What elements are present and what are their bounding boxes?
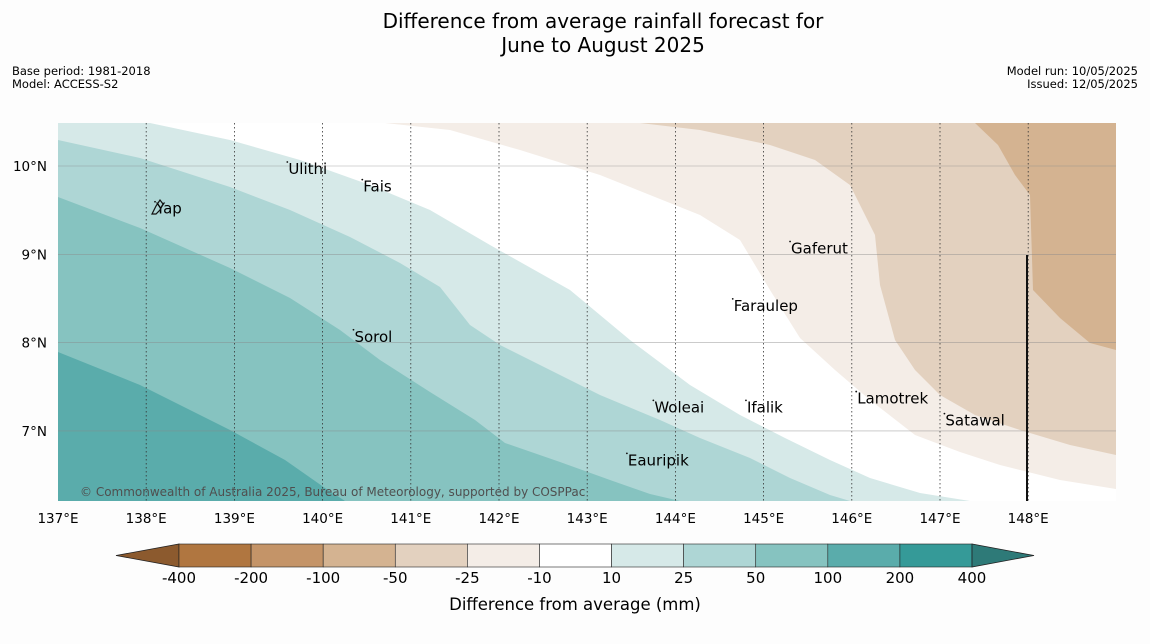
lon-tick-label: 138°E xyxy=(126,511,167,527)
colorbar-tick-label: 25 xyxy=(674,569,693,587)
copyright-credit: © Commonwealth of Australia 2025, Bureau… xyxy=(80,485,585,499)
colorbar: -400 -200 -100 -50 -25 -10 10 25 50 100 200 400 xyxy=(115,543,1035,587)
place-dot xyxy=(286,161,289,163)
colorbar-segment xyxy=(611,543,684,568)
map-plot-area: Ulithi Fais Yap Gaferut Faraulep Sorol Lamotre… xyxy=(58,123,1116,501)
colorbar-extend-low xyxy=(115,543,180,568)
place-label: Fais xyxy=(363,178,392,196)
place-dot xyxy=(625,452,628,455)
colorbar-tick-label: -10 xyxy=(527,569,552,587)
lon-tick-label: 141°E xyxy=(390,511,431,527)
place-dot xyxy=(154,200,156,203)
colorbar-segment xyxy=(250,543,324,568)
colorbar-tick-label: -50 xyxy=(383,569,408,587)
colorbar-segment xyxy=(178,543,252,568)
colorbar-tick-label: -25 xyxy=(455,569,480,587)
place-dot xyxy=(352,328,355,331)
lat-tick-label: 9°N xyxy=(22,247,47,263)
meta-right: Model run: 10/05/2025 Issued: 12/05/2025 xyxy=(1007,65,1138,91)
lon-tick-label: 146°E xyxy=(831,511,872,527)
place-dot xyxy=(731,297,734,300)
colorbar-segment xyxy=(322,543,396,568)
meta-left: Base period: 1981-2018 Model: ACCESS-S2 xyxy=(12,65,151,91)
base-period: Base period: 1981-2018 xyxy=(12,64,151,78)
lon-tick-labels: 137°E 138°E 139°E 140°E 141°E 142°E 143°E 144°E… xyxy=(37,511,1048,527)
colorbar-tick-label: -400 xyxy=(162,569,196,587)
place-dot xyxy=(943,412,946,415)
lon-tick-label: 139°E xyxy=(214,511,255,527)
colorbar-tick-label: 200 xyxy=(886,569,915,587)
title-line-2: June to August 2025 xyxy=(501,33,705,57)
colorbar-tick-label: -100 xyxy=(306,569,340,587)
colorbar-tick-label: -200 xyxy=(234,569,268,587)
grid-meridians xyxy=(145,123,1029,501)
lon-tick-label: 144°E xyxy=(655,511,696,527)
place-label: Satawal xyxy=(945,412,1004,430)
colorbar-segment xyxy=(683,543,757,568)
colorbar-tick-label: 100 xyxy=(813,569,842,587)
place-dot xyxy=(855,390,858,393)
model-name: Model: ACCESS-S2 xyxy=(12,77,119,91)
colorbar-tick-label: 50 xyxy=(746,569,765,587)
place-markers: Ulithi Fais Yap Gaferut Faraulep Sorol Lamotre… xyxy=(154,160,1005,469)
lon-tick-label: 145°E xyxy=(743,511,784,527)
lat-tick-label: 10°N xyxy=(13,159,47,175)
issued-date: Issued: 12/05/2025 xyxy=(1027,77,1138,91)
colorbar-segment xyxy=(539,543,612,568)
lon-tick-label: 143°E xyxy=(567,511,608,527)
title-line-1: Difference from average rainfall forecas… xyxy=(382,9,824,33)
colorbar-segment xyxy=(755,543,829,568)
model-run: Model run: 10/05/2025 xyxy=(1006,64,1138,78)
place-label: Yap xyxy=(155,200,182,218)
colorbar-segment xyxy=(899,543,973,568)
band-wet-100-200 xyxy=(58,352,345,501)
lat-tick-label: 7°N xyxy=(22,424,47,440)
place-dot xyxy=(745,399,747,402)
lon-tick-label: 142°E xyxy=(478,511,519,527)
lon-tick-label: 137°E xyxy=(37,511,78,527)
place-dot xyxy=(652,399,655,402)
colorbar-title: Difference from average (mm) xyxy=(449,595,701,614)
colorbar-segment xyxy=(827,543,901,568)
place-dot xyxy=(361,178,364,181)
place-label: Gaferut xyxy=(791,239,848,257)
place-label: Ifalik xyxy=(747,398,783,416)
colorbar-segment xyxy=(467,543,540,568)
lon-tick-label: 147°E xyxy=(919,511,960,527)
place-dot xyxy=(789,240,791,243)
band-dry-25-50 xyxy=(640,123,1116,455)
place-label: Eauripik xyxy=(628,451,689,469)
place-label: Lamotrek xyxy=(857,390,928,408)
map-title: Difference from average rainfall forecas… xyxy=(0,9,1150,57)
place-label: Woleai xyxy=(654,398,704,416)
lon-tick-label: 148°E xyxy=(1008,511,1049,527)
band-dry-50-100 xyxy=(975,123,1116,350)
lat-tick-labels: 10°N 9°N 8°N 7°N xyxy=(13,159,47,440)
colorbar-extend-high xyxy=(971,543,1035,568)
place-label: Sorol xyxy=(354,328,392,346)
place-label: Ulithi xyxy=(288,160,327,178)
colorbar-tick-label: 400 xyxy=(958,569,987,587)
grid-parallels xyxy=(58,165,1116,432)
colorbar-tick-label: 10 xyxy=(602,569,621,587)
colorbar-segment xyxy=(394,543,468,568)
lon-tick-label: 140°E xyxy=(302,511,343,527)
yap-island-shape xyxy=(151,198,164,215)
lat-tick-label: 8°N xyxy=(22,336,47,352)
place-label: Faraulep xyxy=(734,297,798,315)
